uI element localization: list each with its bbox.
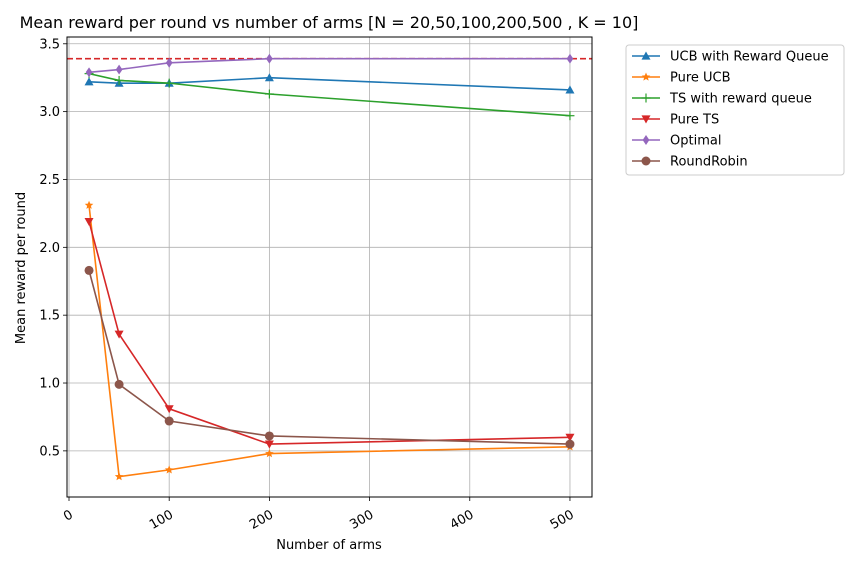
marker-triangle-up xyxy=(264,73,274,82)
y-axis-label: Mean reward per round xyxy=(14,192,29,344)
series-pure-ucb xyxy=(84,200,575,481)
marker-circle xyxy=(84,265,94,275)
marker-triangle-down xyxy=(114,330,124,339)
series-pure-ts xyxy=(84,217,575,449)
x-tick-label: 500 xyxy=(548,507,577,532)
x-axis-label: Number of arms xyxy=(276,538,382,553)
legend-entry: RoundRobin xyxy=(632,155,748,170)
marker-circle xyxy=(565,439,575,449)
marker-star xyxy=(84,200,94,209)
series-roundrobin xyxy=(84,265,575,449)
marker-triangle-down xyxy=(84,217,94,227)
marker-star xyxy=(641,72,651,81)
legend-label: Optimal xyxy=(670,134,721,149)
x-tick-label: 300 xyxy=(347,507,376,532)
x-tick-label: 400 xyxy=(448,507,477,532)
marker-plus xyxy=(164,78,174,88)
marker-circle xyxy=(164,416,174,426)
legend-box xyxy=(625,44,845,176)
marker-circle xyxy=(641,156,651,166)
marker-star xyxy=(114,472,124,481)
marker-plus xyxy=(264,89,274,99)
grid xyxy=(67,37,592,497)
series-line xyxy=(88,205,570,478)
marker-triangle-up xyxy=(84,77,94,86)
marker-star xyxy=(164,465,174,474)
x-tick-label: 0 xyxy=(61,507,76,524)
series-line xyxy=(88,221,570,445)
marker-triangle-down xyxy=(164,405,174,414)
marker-diamond xyxy=(115,64,123,75)
marker-triangle-down xyxy=(565,433,575,442)
y-tick-label: 0.5 xyxy=(39,444,60,459)
series-line xyxy=(88,57,570,74)
marker-plus xyxy=(641,93,651,103)
marker-circle xyxy=(114,379,124,389)
series-ucb-with-reward-queue xyxy=(84,73,575,94)
legend: UCB with Reward Queue Pure UCB TS with rew… xyxy=(625,44,845,176)
y-tick-label: 1.0 xyxy=(39,377,60,392)
marker-diamond xyxy=(85,67,93,78)
marker-plus xyxy=(114,75,124,85)
legend-label: UCB with Reward Queue xyxy=(670,50,829,65)
y-tick-label: 3.5 xyxy=(39,37,60,52)
chart-title: Mean reward per round vs number of arms … xyxy=(20,13,639,32)
x-axis: 0 100 200 300 400 500 xyxy=(61,497,577,533)
series-ts-with-reward-queue xyxy=(84,69,575,121)
marker-star xyxy=(265,449,274,458)
marker-triangle-up xyxy=(565,85,575,94)
marker-diamond xyxy=(266,53,273,64)
x-tick-label: 100 xyxy=(147,507,176,532)
x-tick-label: 200 xyxy=(247,507,276,532)
y-tick-label: 2.0 xyxy=(39,241,60,256)
legend-label: RoundRobin xyxy=(670,155,748,170)
marker-diamond xyxy=(165,57,173,68)
marker-circle xyxy=(264,431,274,441)
y-axis: 0.5 1.0 1.5 2.0 2.5 3.0 3.5 xyxy=(39,37,67,459)
marker-triangle-down xyxy=(641,115,651,124)
legend-entry: Pure TS xyxy=(632,113,719,128)
marker-plus xyxy=(565,111,575,121)
y-tick-label: 1.5 xyxy=(39,309,60,324)
legend-label: TS with reward queue xyxy=(669,92,812,107)
legend-label: Pure UCB xyxy=(670,71,731,86)
y-tick-label: 3.0 xyxy=(39,105,60,120)
legend-entry: TS with reward queue xyxy=(632,92,812,107)
series-line xyxy=(89,76,570,91)
marker-triangle-up xyxy=(641,51,651,60)
legend-label: Pure TS xyxy=(670,113,719,128)
legend-entry: Pure UCB xyxy=(632,71,731,86)
legend-entry: Optimal xyxy=(632,134,721,149)
y-tick-label: 2.5 xyxy=(39,173,60,188)
series-group xyxy=(84,53,575,481)
legend-entry: UCB with Reward Queue xyxy=(632,50,829,65)
marker-diamond xyxy=(642,135,650,145)
marker-triangle-down xyxy=(264,440,274,449)
marker-diamond xyxy=(566,53,574,64)
plot-frame xyxy=(66,36,593,498)
series-line xyxy=(88,270,570,445)
series-optimal xyxy=(85,53,574,78)
